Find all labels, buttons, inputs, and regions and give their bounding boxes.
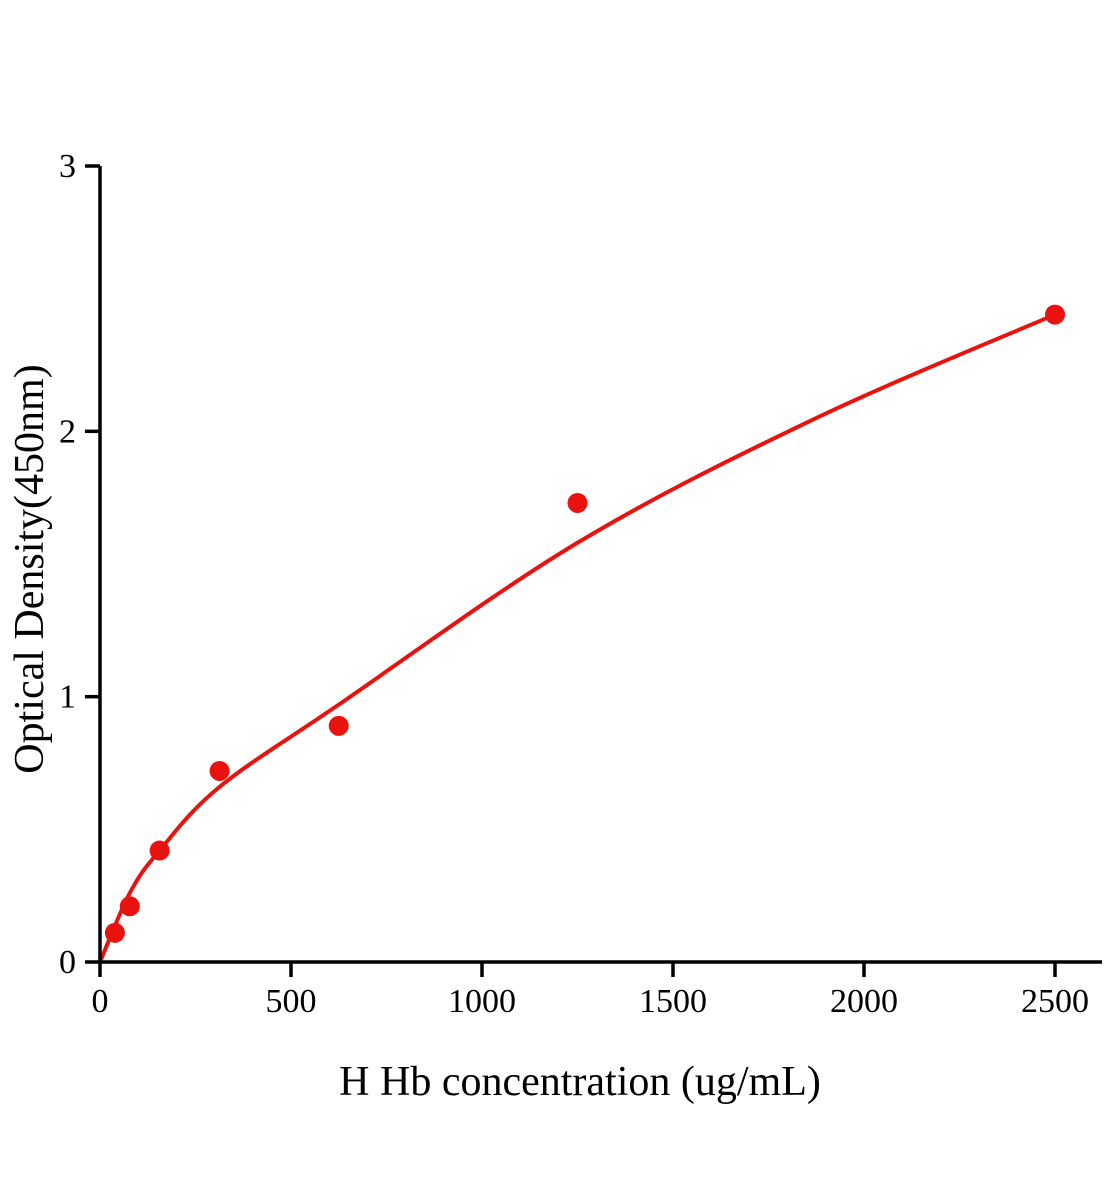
y-tick-label: 1 xyxy=(59,679,76,716)
data-point xyxy=(567,492,588,513)
data-point xyxy=(104,922,125,943)
data-point xyxy=(209,760,230,781)
data-point xyxy=(1045,304,1065,325)
y-tick-label: 2 xyxy=(59,413,76,450)
x-tick-label: 2000 xyxy=(830,983,898,1020)
x-tick-label: 1000 xyxy=(448,983,516,1020)
data-point xyxy=(119,896,140,917)
y-tick-label: 0 xyxy=(59,944,76,981)
x-tick-label: 2500 xyxy=(1021,983,1089,1020)
data-point xyxy=(149,840,170,861)
data-point xyxy=(328,715,349,736)
y-tick-label: 3 xyxy=(59,148,76,185)
x-tick-label: 1500 xyxy=(639,983,707,1020)
x-axis-title: H Hb concentration (ug/mL) xyxy=(339,1059,821,1105)
x-tick-label: 0 xyxy=(92,983,109,1020)
y-axis-title: Optical Density(450nm) xyxy=(7,364,53,774)
x-tick-label: 500 xyxy=(266,983,317,1020)
fitted-curve xyxy=(98,312,1057,964)
